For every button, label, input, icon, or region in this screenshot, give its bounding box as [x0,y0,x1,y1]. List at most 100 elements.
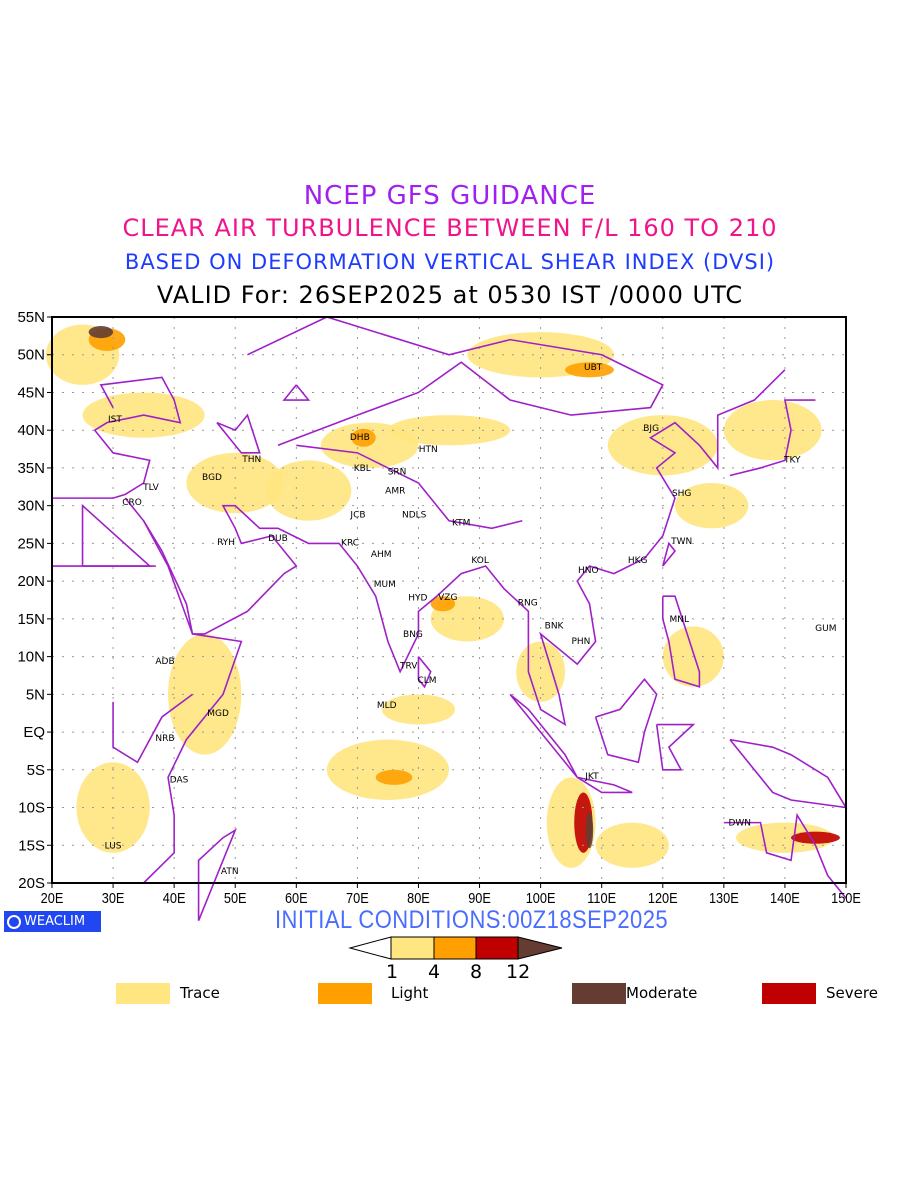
station-label-trv: TRV [399,662,418,672]
map-frame [51,316,847,884]
legend-swatch-light [318,983,372,1004]
title-valid-time: VALID For: 26SEP2025 at 0530 IST /0000 U… [156,281,744,309]
coastline [142,369,786,727]
y-tick-label: 20N [17,573,45,590]
x-tick-label: 150E [831,889,861,906]
coastline [729,399,816,477]
turbulence-area-light [430,596,456,612]
grid-lines [52,317,846,883]
x-tick-label: 100E [526,889,556,906]
station-label-amr: AMR [385,487,405,497]
coastline [124,497,243,884]
station-label-twn: TWN [670,537,692,547]
colorbar-light [433,936,477,960]
station-label-ahm: AHM [371,550,392,560]
coastline [216,413,261,454]
station-label-vzg: VZG [438,593,457,603]
weaclim-logo: WEACLIM [4,911,101,932]
y-tick-label: 50N [17,347,45,364]
colorbar-label: 1 [386,961,399,983]
turbulence-area-severe [791,831,840,844]
title-method: BASED ON DEFORMATION VERTICAL SHEAR INDE… [124,250,776,274]
x-tick-label: 130E [709,889,739,906]
station-label-rng: RNG [518,598,538,608]
station-label-thn: THN [241,455,261,465]
x-tick-label: 20E [41,889,64,906]
turbulence-area-light [375,769,413,785]
logo-text: WEACLIM [24,914,86,929]
station-label-ryh: RYH [217,538,235,548]
x-tick-label: 30E [102,889,125,906]
initial-conditions: INITIAL CONDITIONS:00Z18SEP2025 [275,906,669,934]
station-label-hno: HNO [578,566,599,576]
station-label-atn: ATN [221,867,239,877]
station-label-jcb: JCB [349,511,365,521]
y-tick-label: 30N [17,498,45,515]
turbulence-area-trace [265,460,352,521]
station-label-gum: GUM [815,624,836,634]
x-tick-label: 90E [468,889,491,906]
legend-label-light: Light [391,984,429,1002]
station-label-tlv: TLV [142,483,160,493]
copyright-icon [7,914,21,929]
x-tick-label: 40E [163,889,186,906]
y-tick-label: 15N [17,611,45,628]
x-tick-label: 70E [346,889,369,906]
station-label-bnk: BNK [545,622,565,632]
station-label-dub: DUB [268,534,288,544]
coastline [52,376,182,499]
coastline [661,541,677,567]
turbulence-area-trace [387,415,511,446]
colorbar-severe [475,936,519,960]
x-tick-label: 110E [587,889,616,906]
station-label-clm: CLM [417,676,436,686]
y-tick-label: 10S [18,800,45,817]
coastline [247,316,664,447]
coastline [729,738,848,809]
station-label-ktm: KTM [452,518,470,528]
coastlines-borders [52,316,848,922]
colorbar-moderate [517,936,563,960]
station-label-jkt: JKT [584,772,599,782]
y-tick-label: 55N [17,309,45,326]
station-label-phn: PHN [571,637,590,647]
colorbar-label: 4 [428,961,441,983]
turbulence-area-light [351,428,376,447]
station-label-das: DAS [170,776,189,786]
station-label-kol: KOL [471,556,489,566]
title-guidance: NCEP GFS GUIDANCE [303,181,597,211]
x-tick-label: 120E [648,889,678,906]
y-tick-label: 20S [18,875,45,892]
y-tick-label: 40N [17,422,45,439]
station-label-ubt: UBT [584,363,603,373]
station-label-ist: IST [108,415,122,425]
coastline [594,677,658,764]
station-label-bng: BNG [403,630,423,640]
station-label-mum: MUM [374,580,396,590]
y-tick-label: 10N [17,649,45,666]
coastline [576,776,633,794]
turbulence-area-trace [381,694,456,725]
turbulence-area-moderate [585,812,594,849]
station-label-dwn: DWN [728,819,751,829]
y-tick-label: 45N [17,384,45,401]
x-tick-label: 50E [224,889,247,906]
colorbar [348,936,563,960]
legend-swatch-moderate [572,983,626,1004]
station-label-htn: HTN [419,445,438,455]
station-label-mnl: MNL [670,615,690,625]
station-label-kbl: KBL [354,464,371,474]
turbulence-area-trace [168,633,242,755]
station-label-hkg: HKG [628,556,648,566]
x-tick-label: 140E [770,889,800,906]
turbulence-area-trace [186,452,285,514]
station-label-mld: MLD [377,701,397,711]
coastline [417,656,432,689]
station-label-shg: SHG [672,489,691,499]
coastline [509,693,578,778]
axis-ticks: 20E 30E 40E 50E 60E 70E 80E 90E 100E 110E 120E 130E… [17,309,860,906]
coastline [282,384,311,401]
title-product: CLEAR AIR TURBULENCE BETWEEN F/L 160 TO … [122,214,778,242]
